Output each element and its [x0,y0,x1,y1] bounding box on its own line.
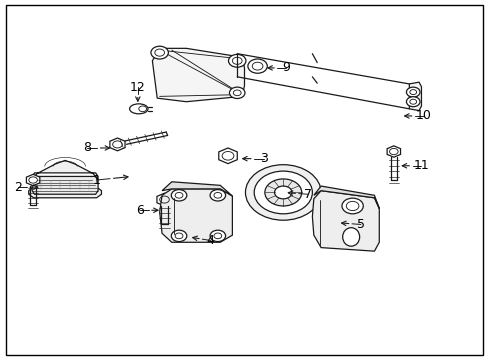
Circle shape [171,230,186,242]
Text: 2: 2 [14,181,21,194]
Circle shape [274,186,291,199]
Circle shape [264,179,301,206]
Polygon shape [218,148,237,164]
Polygon shape [32,176,98,194]
Text: 5: 5 [356,218,364,231]
Ellipse shape [342,228,359,246]
Ellipse shape [129,104,148,114]
Circle shape [210,190,225,201]
Circle shape [406,97,419,107]
Circle shape [171,190,186,201]
Text: 6: 6 [136,204,144,217]
Circle shape [245,165,321,220]
Polygon shape [26,174,40,186]
Text: 9: 9 [281,62,289,75]
Circle shape [341,198,363,214]
Text: 1: 1 [93,174,101,186]
Circle shape [151,46,168,59]
Polygon shape [159,189,232,242]
Polygon shape [162,182,232,196]
Polygon shape [408,82,421,111]
Circle shape [254,171,312,214]
Polygon shape [110,138,125,151]
Circle shape [210,230,225,242]
Polygon shape [152,48,244,102]
Polygon shape [313,186,379,208]
Circle shape [228,54,245,67]
Text: 4: 4 [206,234,214,247]
Text: 12: 12 [130,81,145,94]
Polygon shape [386,146,400,157]
Text: 10: 10 [415,109,431,122]
Polygon shape [29,187,102,198]
Polygon shape [312,191,379,251]
Polygon shape [32,161,98,180]
Circle shape [247,59,267,73]
Text: 11: 11 [413,159,428,172]
Circle shape [229,87,244,99]
Polygon shape [157,193,172,206]
Text: 3: 3 [260,152,267,165]
Text: 8: 8 [83,141,91,154]
Circle shape [406,87,419,97]
Text: 7: 7 [303,188,311,201]
